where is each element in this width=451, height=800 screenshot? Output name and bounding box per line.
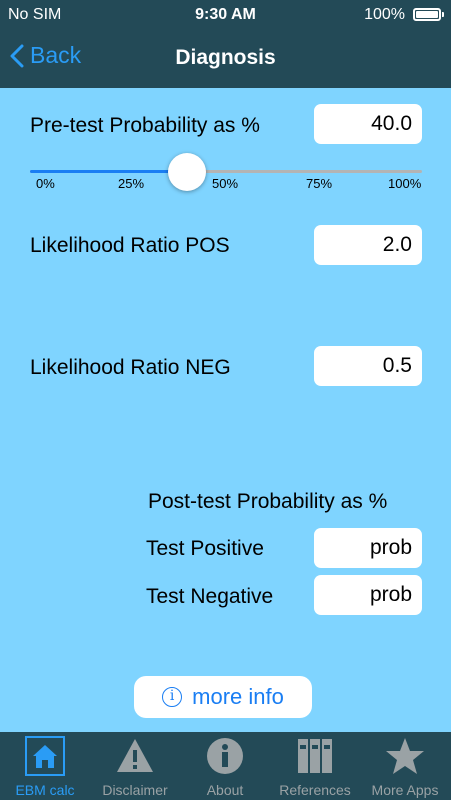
navigation-bar: Back Diagnosis bbox=[0, 30, 451, 88]
slider-track bbox=[30, 170, 422, 173]
tab-about[interactable]: About bbox=[180, 732, 270, 800]
house-icon bbox=[25, 736, 65, 776]
lr-neg-input[interactable]: 0.5 bbox=[314, 346, 422, 386]
more-info-label: more info bbox=[192, 684, 284, 709]
slider-tick-label: 75% bbox=[306, 176, 333, 191]
tab-bar: EBM calc Disclaimer About References More Ap… bbox=[0, 732, 451, 800]
test-positive-output: prob bbox=[314, 528, 422, 568]
tab-label: About bbox=[206, 782, 244, 798]
pretest-slider[interactable] bbox=[30, 153, 422, 208]
tab-label: Disclaimer bbox=[102, 782, 168, 798]
slider-thumb[interactable] bbox=[167, 153, 206, 191]
slider-tick-label: 100% bbox=[388, 176, 422, 191]
info-circle-icon bbox=[162, 687, 183, 707]
clock: 9:30 AM bbox=[195, 6, 256, 23]
slider-fill bbox=[30, 170, 187, 173]
tab-disclaimer[interactable]: Disclaimer bbox=[90, 732, 180, 800]
diagnosis-form: Pre-test Probability as % 40.0 0% 25% 50% 7… bbox=[0, 88, 451, 732]
tab-ebm-calc[interactable]: EBM calc bbox=[0, 732, 90, 800]
battery-icon bbox=[413, 8, 444, 21]
tab-references[interactable]: References bbox=[270, 732, 360, 800]
binders-icon bbox=[295, 736, 335, 776]
more-info-button[interactable]: more info bbox=[134, 676, 312, 718]
star-icon bbox=[385, 736, 425, 776]
battery-percent: 100% bbox=[364, 6, 405, 23]
status-bar: No SIM 9:30 AM 100% bbox=[0, 0, 451, 30]
pretest-label: Pre-test Probability as % bbox=[30, 114, 260, 137]
page-title: Diagnosis bbox=[175, 46, 276, 69]
slider-tick-label: 0% bbox=[36, 176, 55, 191]
back-button[interactable]: Back bbox=[10, 42, 81, 69]
info-icon bbox=[205, 736, 245, 776]
pretest-input[interactable]: 40.0 bbox=[314, 104, 422, 144]
back-label: Back bbox=[30, 42, 82, 68]
slider-tick-label: 50% bbox=[212, 176, 239, 191]
test-positive-label: Test Positive bbox=[146, 537, 264, 560]
warning-icon bbox=[115, 736, 155, 776]
lr-pos-input[interactable]: 2.0 bbox=[314, 225, 422, 265]
slider-tick-label: 25% bbox=[118, 176, 145, 191]
test-negative-label: Test Negative bbox=[146, 585, 274, 608]
tab-more-apps[interactable]: More Apps bbox=[360, 732, 450, 800]
post-test-heading: Post-test Probability as % bbox=[148, 490, 388, 513]
tab-label: References bbox=[279, 782, 351, 798]
tab-label: EBM calc bbox=[15, 782, 75, 798]
test-negative-output: prob bbox=[314, 575, 422, 615]
lr-pos-label: Likelihood Ratio POS bbox=[30, 234, 230, 257]
chevron-left-icon bbox=[10, 44, 24, 67]
tab-label: More Apps bbox=[371, 782, 439, 798]
carrier-text: No SIM bbox=[8, 6, 62, 23]
lr-neg-label: Likelihood Ratio NEG bbox=[30, 356, 231, 379]
